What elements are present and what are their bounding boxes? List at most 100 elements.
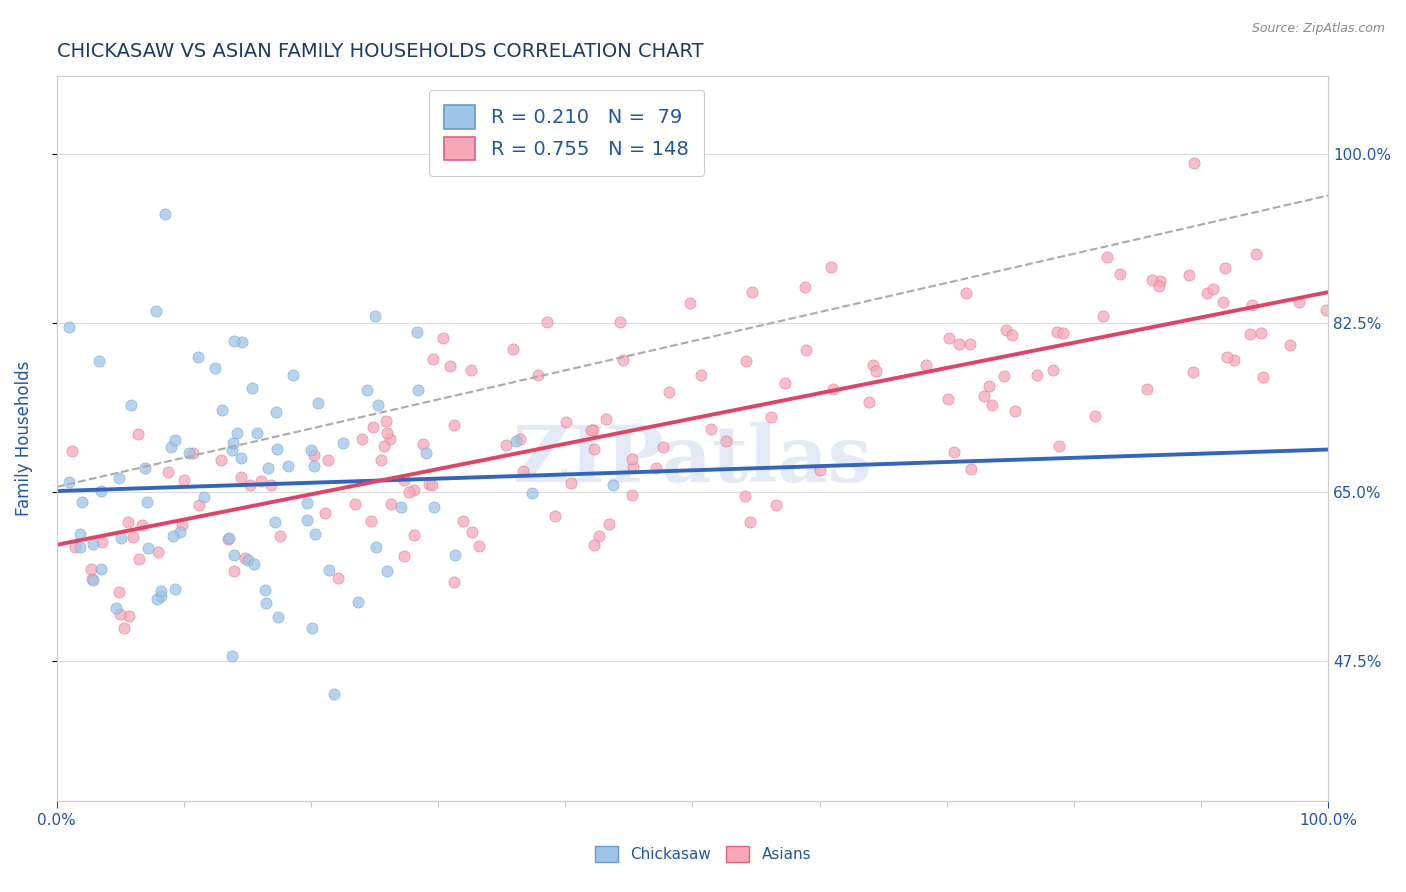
Point bbox=[127, 426, 149, 441]
Point bbox=[392, 473, 415, 487]
Point bbox=[318, 563, 340, 577]
Point bbox=[422, 351, 444, 366]
Point bbox=[451, 514, 474, 528]
Point bbox=[204, 360, 226, 375]
Point bbox=[759, 409, 782, 424]
Point bbox=[1250, 326, 1272, 340]
Point bbox=[269, 529, 291, 543]
Point bbox=[509, 432, 531, 446]
Point bbox=[936, 392, 959, 406]
Point bbox=[522, 486, 544, 500]
Point bbox=[1213, 261, 1236, 276]
Point bbox=[443, 418, 465, 433]
Point bbox=[505, 434, 527, 449]
Point bbox=[177, 446, 200, 460]
Point bbox=[621, 451, 644, 466]
Point bbox=[370, 452, 392, 467]
Point bbox=[304, 458, 326, 473]
Point bbox=[1253, 370, 1275, 384]
Text: Source: ZipAtlas.com: Source: ZipAtlas.com bbox=[1251, 22, 1385, 36]
Point bbox=[211, 403, 233, 417]
Point bbox=[1147, 279, 1170, 293]
Point bbox=[375, 414, 398, 428]
Point bbox=[110, 531, 132, 545]
Point bbox=[955, 286, 977, 301]
Point bbox=[1288, 294, 1310, 309]
Point bbox=[444, 548, 467, 562]
Point bbox=[222, 334, 245, 348]
Y-axis label: Family Households: Family Households bbox=[15, 361, 32, 516]
Point bbox=[266, 442, 288, 456]
Legend: R = 0.210   N =  79, R = 0.755   N = 148: R = 0.210 N = 79, R = 0.755 N = 148 bbox=[429, 89, 704, 176]
Point bbox=[267, 610, 290, 624]
Point bbox=[602, 478, 624, 492]
Point bbox=[1202, 282, 1225, 296]
Point bbox=[1042, 363, 1064, 377]
Text: CHICKASAW VS ASIAN FAMILY HOUSEHOLDS CORRELATION CHART: CHICKASAW VS ASIAN FAMILY HOUSEHOLDS COR… bbox=[56, 42, 703, 61]
Point bbox=[645, 461, 668, 475]
Point bbox=[1095, 250, 1118, 264]
Point bbox=[90, 562, 112, 576]
Point bbox=[582, 423, 605, 437]
Point bbox=[156, 465, 179, 479]
Point bbox=[1240, 298, 1263, 312]
Point bbox=[128, 552, 150, 566]
Point bbox=[188, 498, 211, 512]
Point bbox=[495, 438, 517, 452]
Point bbox=[858, 395, 880, 409]
Point bbox=[249, 475, 271, 489]
Point bbox=[153, 207, 176, 221]
Point bbox=[193, 490, 215, 504]
Point bbox=[402, 483, 425, 497]
Point bbox=[221, 648, 243, 663]
Point bbox=[373, 439, 395, 453]
Point bbox=[297, 513, 319, 527]
Point bbox=[420, 478, 443, 492]
Point bbox=[432, 331, 454, 345]
Point bbox=[612, 352, 634, 367]
Point bbox=[69, 541, 91, 555]
Point bbox=[163, 582, 186, 596]
Point bbox=[263, 515, 285, 529]
Point bbox=[1047, 439, 1070, 453]
Point bbox=[236, 552, 259, 566]
Point bbox=[91, 535, 114, 549]
Point bbox=[260, 477, 283, 491]
Point bbox=[1216, 350, 1239, 364]
Point bbox=[364, 540, 387, 554]
Point bbox=[277, 459, 299, 474]
Point bbox=[1046, 325, 1069, 339]
Point bbox=[217, 533, 239, 547]
Point bbox=[326, 571, 349, 585]
Point bbox=[1084, 409, 1107, 423]
Point bbox=[346, 595, 368, 609]
Point bbox=[993, 369, 1015, 384]
Point bbox=[264, 405, 287, 419]
Point bbox=[363, 309, 385, 323]
Point bbox=[415, 446, 437, 460]
Point bbox=[598, 516, 620, 531]
Point bbox=[231, 334, 253, 349]
Point bbox=[58, 475, 80, 489]
Point bbox=[187, 351, 209, 365]
Point bbox=[560, 475, 582, 490]
Point bbox=[443, 575, 465, 590]
Point bbox=[169, 524, 191, 539]
Point bbox=[69, 527, 91, 541]
Point bbox=[229, 469, 252, 483]
Point bbox=[1109, 268, 1132, 282]
Point bbox=[460, 363, 482, 377]
Point bbox=[1142, 273, 1164, 287]
Point bbox=[1001, 328, 1024, 343]
Point bbox=[356, 383, 378, 397]
Point bbox=[314, 506, 336, 520]
Point bbox=[150, 583, 173, 598]
Point bbox=[1178, 268, 1201, 283]
Point bbox=[380, 497, 402, 511]
Point bbox=[254, 596, 277, 610]
Point bbox=[412, 436, 434, 450]
Point bbox=[256, 461, 278, 475]
Point bbox=[995, 323, 1018, 337]
Point bbox=[1244, 247, 1267, 261]
Point bbox=[973, 389, 995, 403]
